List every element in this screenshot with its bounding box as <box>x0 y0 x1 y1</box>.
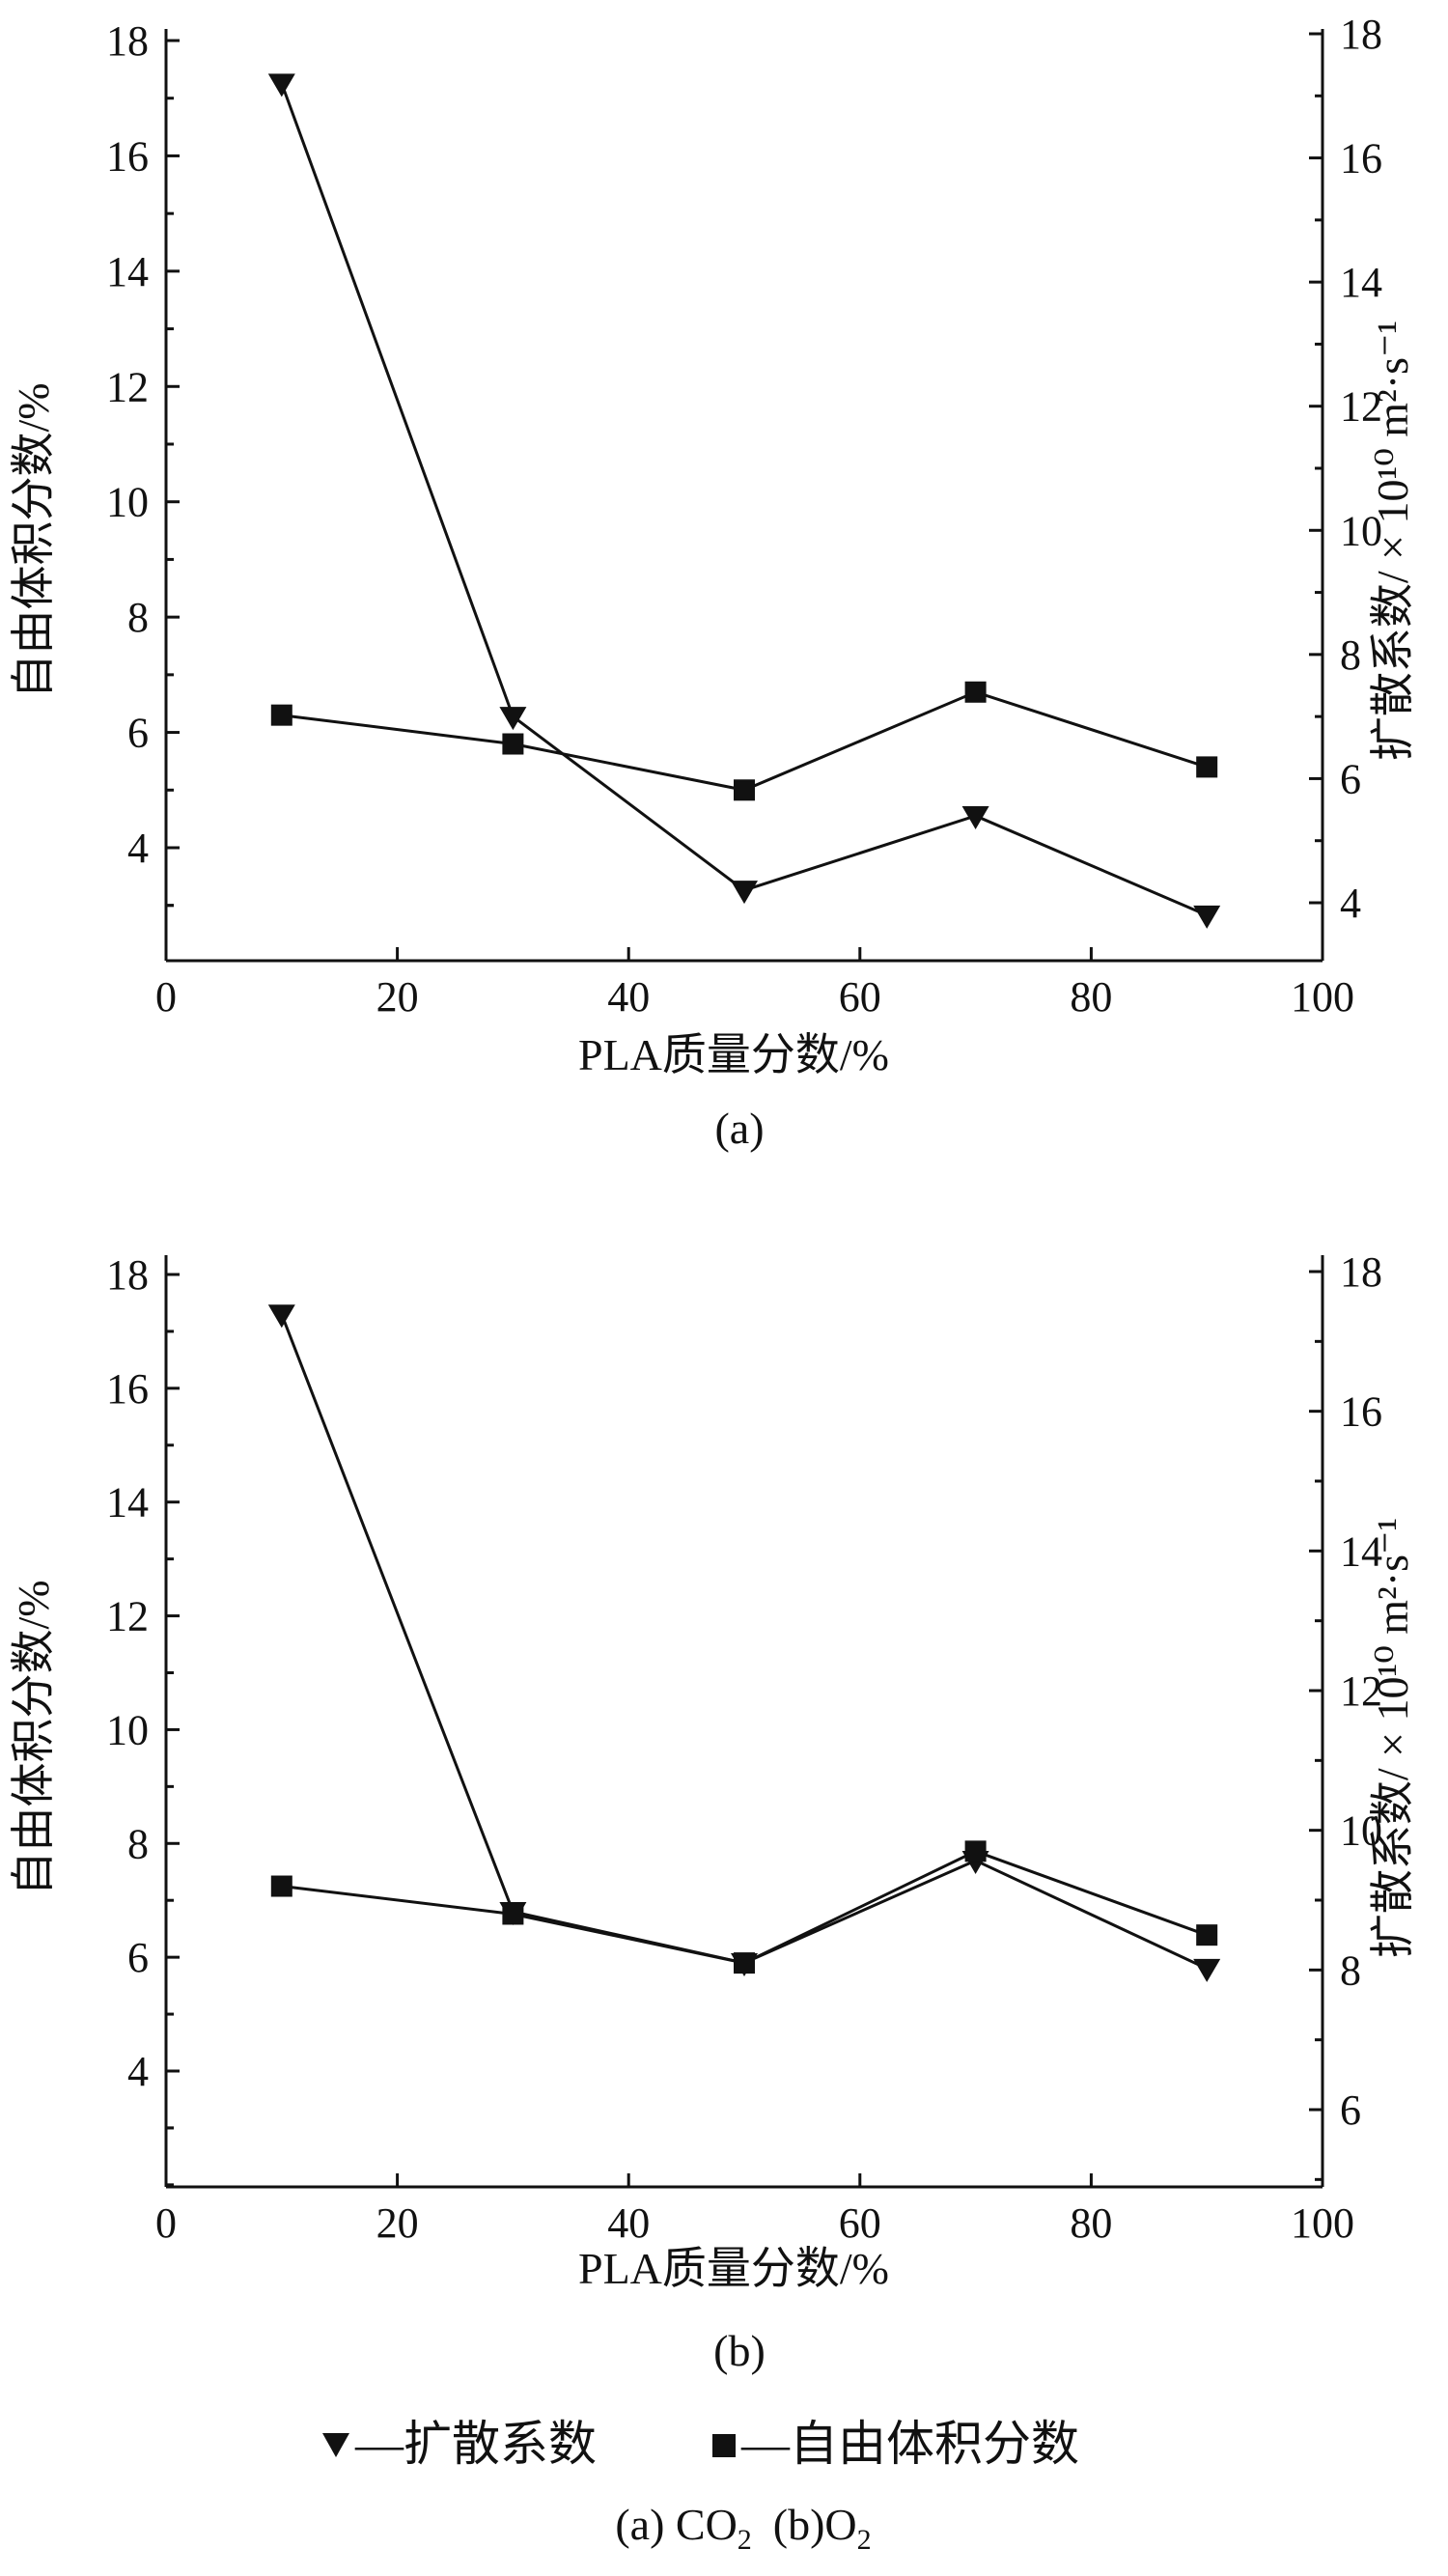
panel-a-free-volume-point <box>270 704 292 726</box>
panel-a-free-volume-point <box>502 733 524 755</box>
panel-b-diffusion-point <box>267 1304 295 1329</box>
caption-part-a: (a) CO <box>615 2500 737 2549</box>
panel-b-diffusion-point <box>1193 1958 1221 1982</box>
panel-b-x-tick-label: 20 <box>376 2199 419 2247</box>
panel-b-left-tick-label: 16 <box>106 1365 149 1413</box>
panel-b-right-tick-label: 10 <box>1340 1807 1382 1855</box>
panel-b-x-tick-label: 100 <box>1291 2199 1354 2247</box>
panel-a-x-tick-label: 40 <box>607 973 650 1021</box>
panel-a-left-axis-title: 自由体积分数/% <box>9 382 58 698</box>
panel-a-right-tick-label: 8 <box>1340 631 1361 679</box>
panel-b-left-tick-label: 4 <box>127 2048 149 2095</box>
panel-b-right-tick-label: 18 <box>1340 1248 1382 1296</box>
panel-b-left-tick-label: 10 <box>106 1706 149 1753</box>
panel-b-free-volume-point <box>734 1952 755 1974</box>
figure-caption: (a) CO2 (b)O2 <box>615 2500 871 2556</box>
caption-part-b: (b)O <box>773 2500 857 2549</box>
panel-a-x-tick-label: 0 <box>155 973 177 1021</box>
panel-a-right-tick-label: 12 <box>1340 383 1382 431</box>
panel-a-free-volume-point <box>1196 756 1218 778</box>
panel-b-x-tick-label: 0 <box>155 2199 177 2247</box>
panel-a-x-tick-label: 80 <box>1070 973 1112 1021</box>
panel-b-left-tick-label: 12 <box>106 1593 149 1640</box>
panel-a-right-tick-label: 14 <box>1340 259 1382 306</box>
panel-a-x-tick-label: 100 <box>1291 973 1354 1021</box>
panel-a-caption: (a) <box>714 1104 764 1153</box>
panel-b-series <box>267 1304 1221 1982</box>
panel-b-left-tick-label: 14 <box>106 1479 149 1526</box>
panel-a-right-tick-label: 16 <box>1340 135 1382 182</box>
panel-a-free-volume-line <box>281 690 1208 792</box>
panel-a-left-tick-label: 12 <box>106 363 149 410</box>
panel-b-diffusion-line <box>280 1313 1208 1971</box>
panel-b-right-tick-label: 14 <box>1340 1527 1382 1575</box>
panel-b-left-tick-label: 6 <box>127 1934 149 1981</box>
panel-a-left-tick-label: 8 <box>127 594 149 641</box>
panel-b-left-tick-label: 18 <box>106 1251 149 1299</box>
panel-b-x-axis-title: PLA质量分数/% <box>578 2244 889 2293</box>
panel-a-left-tick-label: 10 <box>106 479 149 526</box>
panel-b-right-tick-label: 12 <box>1340 1667 1382 1715</box>
panel-b-left-tick-label: 8 <box>127 1820 149 1867</box>
caption-subscript-b: 2 <box>857 2524 872 2556</box>
legend-label-diffusion: —扩散系数 <box>354 2417 597 2471</box>
panel-b-x-tick-label: 80 <box>1070 2199 1112 2247</box>
legend-label-free-volume: —自由体积分数 <box>740 2417 1079 2471</box>
panel-a-x-tick-label: 60 <box>839 973 881 1021</box>
panel-a-x-axis-title: PLA质量分数/% <box>578 1030 889 1079</box>
panel-a-right-tick-label: 10 <box>1340 507 1382 554</box>
panel-a-right-tick-label: 4 <box>1340 880 1361 927</box>
panel-b-caption: (b) <box>713 2326 766 2375</box>
panel-a-left-tick-label: 16 <box>106 132 149 180</box>
panel-a-diffusion-point <box>1193 905 1221 929</box>
panel-b-free-volume-point <box>964 1840 987 1862</box>
panel-b-right-axis-title: 扩散系数/ × 10¹⁰ m²·s⁻¹ <box>1368 1518 1417 1958</box>
panel-a-left-tick-label: 4 <box>127 825 149 872</box>
panel-a-diffusion-point <box>961 806 989 829</box>
panel-a-diffusion-point <box>267 73 295 98</box>
panel-b-right-tick-label: 16 <box>1340 1388 1382 1436</box>
panel-a-free-volume-point <box>734 779 755 801</box>
panel-b-x-tick-label: 60 <box>839 2199 881 2247</box>
panel-a-left-tick-label: 6 <box>127 710 149 757</box>
panel-a-right-tick-label: 18 <box>1340 11 1382 58</box>
caption-subscript-a: 2 <box>738 2524 752 2556</box>
panel-b-left-axis-title: 自由体积分数/% <box>9 1580 58 1895</box>
panel-a-left-tick-label: 14 <box>106 248 149 295</box>
panel-a-diffusion-point <box>499 707 527 731</box>
panel-a-right-axis-title: 扩散系数/ × 10¹⁰ m²·s⁻¹ <box>1368 321 1417 761</box>
panel-a-chart: 0 20 40 60 80 100 4 6 8 10 12 14 16 18 4 6 8 10 12 14 16 18 P… <box>9 11 1417 1153</box>
panel-b-free-volume-line <box>281 1849 1208 1965</box>
panel-b-free-volume-point <box>1196 1924 1218 1946</box>
legend-triangle-marker <box>322 2433 349 2457</box>
panel-a-axes: 0 20 40 60 80 100 4 6 8 10 12 14 16 18 4 6 8 10 12 14 16 18 <box>106 11 1382 1021</box>
panel-b-chart: 0 20 40 60 80 100 4 6 8 10 12 14 16 18 6 8 10 12 14 16 18 PL… <box>9 1248 1417 2375</box>
panel-b-x-tick-label: 40 <box>607 2199 650 2247</box>
panel-b-axes: 0 20 40 60 80 100 4 6 8 10 12 14 16 18 6 8 10 12 14 16 18 <box>106 1248 1382 2247</box>
panel-a-series <box>267 73 1221 929</box>
legend-square-marker <box>712 2434 736 2457</box>
panel-a-x-tick-label: 20 <box>376 973 419 1021</box>
panel-b-free-volume-point <box>270 1875 292 1897</box>
panel-a-right-tick-label: 6 <box>1340 755 1361 802</box>
panel-b-free-volume-point <box>502 1903 524 1925</box>
panel-a-diffusion-point <box>731 881 758 905</box>
panel-b-right-tick-label: 6 <box>1340 2086 1361 2134</box>
legend: —扩散系数 —自由体积分数 <box>322 2417 1079 2471</box>
panel-a-left-tick-label: 18 <box>106 17 149 65</box>
panel-b-right-tick-label: 8 <box>1340 1946 1361 1994</box>
panel-a-free-volume-point <box>964 681 987 703</box>
